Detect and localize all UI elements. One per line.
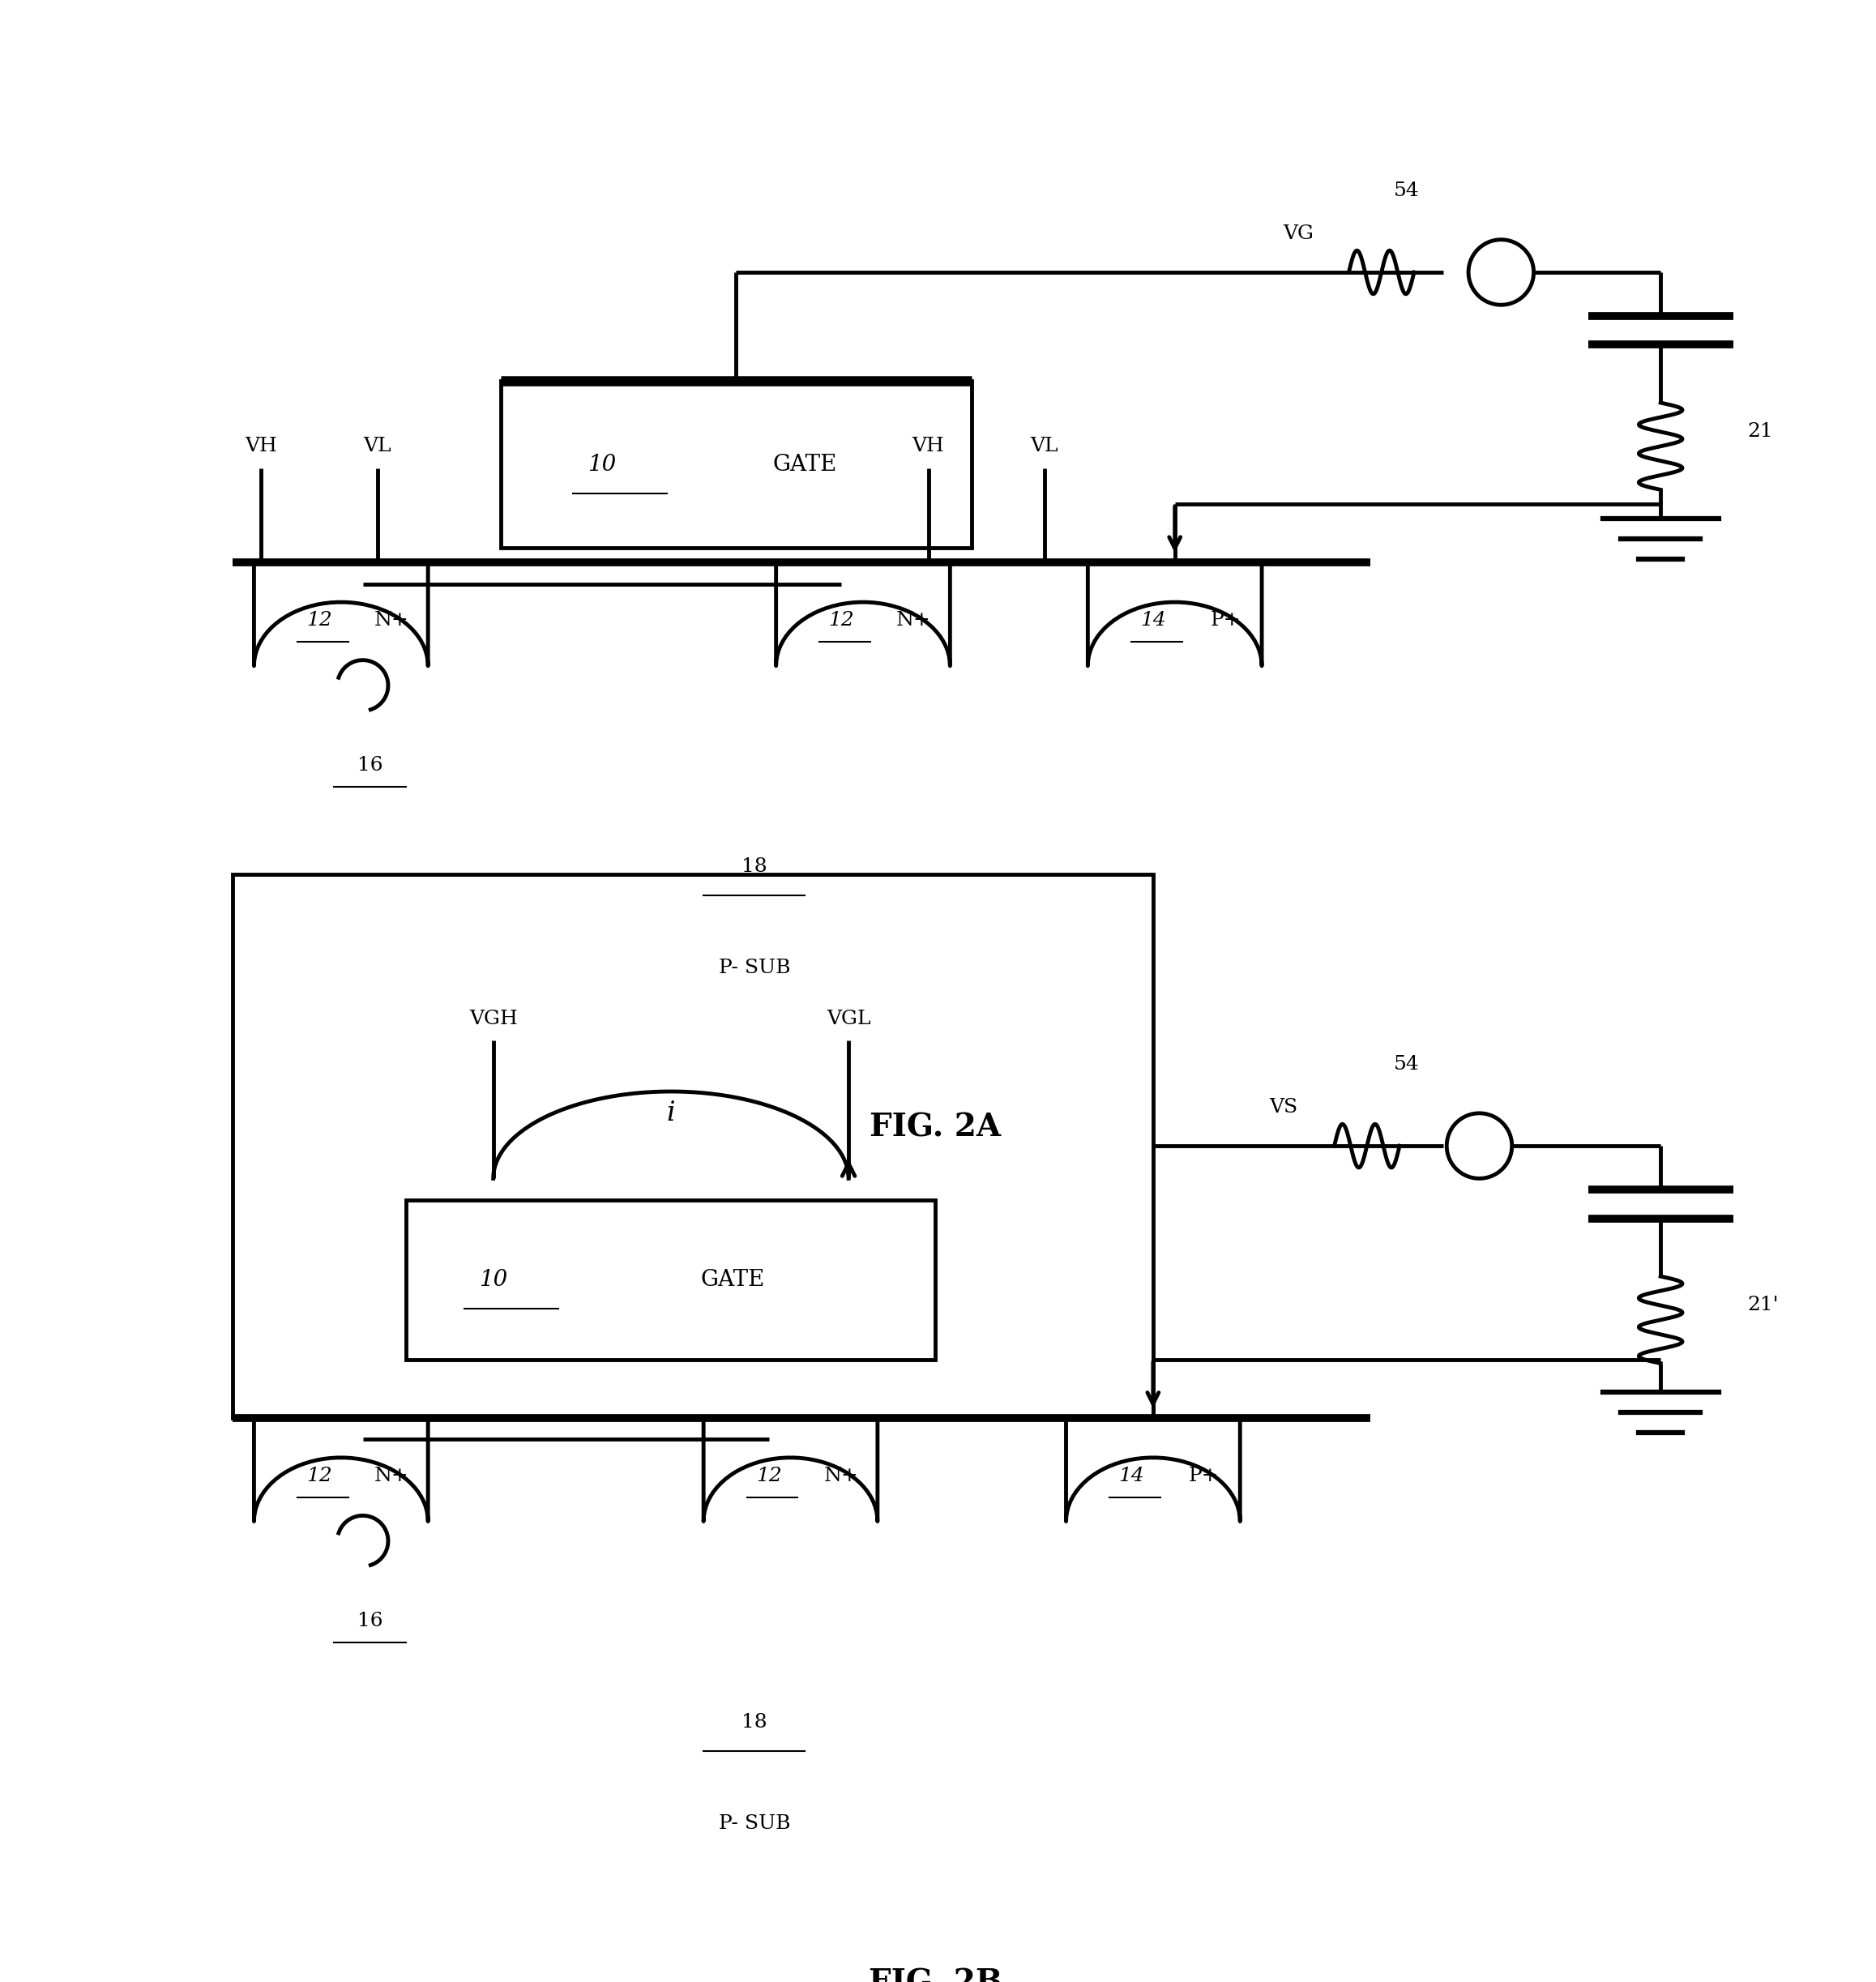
Text: N+: N+ [375, 1467, 409, 1485]
Text: VGH: VGH [469, 1009, 518, 1029]
Text: P+: P+ [1189, 1467, 1219, 1485]
Text: 16: 16 [356, 755, 383, 775]
Text: GATE: GATE [700, 1268, 765, 1290]
Text: 14: 14 [1141, 610, 1165, 630]
Text: 12: 12 [756, 1467, 782, 1485]
Text: P+: P+ [1210, 610, 1240, 630]
Bar [407, 1201, 936, 1360]
Text: 54: 54 [1394, 1054, 1420, 1074]
Bar [501, 381, 972, 547]
Text: 14: 14 [1118, 1467, 1144, 1485]
Text: FIG. 2A: FIG. 2A [870, 1112, 1002, 1144]
Text: 18: 18 [741, 858, 767, 876]
Text: N+: N+ [897, 610, 930, 630]
Bar [233, 874, 1154, 1417]
Text: 12: 12 [306, 1467, 332, 1485]
Text: 54: 54 [1394, 180, 1420, 200]
Text: VL: VL [364, 436, 392, 456]
Text: N+: N+ [824, 1467, 859, 1485]
Text: 16: 16 [356, 1611, 383, 1629]
Text: 10: 10 [587, 454, 615, 476]
Text: 21: 21 [1748, 422, 1773, 442]
Text: P- SUB: P- SUB [719, 959, 790, 977]
Text: VG: VG [1283, 224, 1313, 244]
Text: GATE: GATE [773, 454, 837, 476]
Text: P- SUB: P- SUB [719, 1814, 790, 1833]
Text: VH: VH [912, 436, 944, 456]
Text: FIG. 2B: FIG. 2B [869, 1968, 1002, 1982]
Text: 12: 12 [829, 610, 854, 630]
Text: VL: VL [1030, 436, 1058, 456]
Text: i: i [666, 1100, 675, 1126]
Text: 21': 21' [1748, 1296, 1778, 1314]
Text: 18: 18 [741, 1712, 767, 1732]
Text: N+: N+ [375, 610, 409, 630]
Text: 10: 10 [478, 1268, 507, 1290]
Text: VGL: VGL [827, 1009, 870, 1029]
Text: VH: VH [246, 436, 278, 456]
Text: VS: VS [1270, 1098, 1298, 1118]
Text: 12: 12 [306, 610, 332, 630]
